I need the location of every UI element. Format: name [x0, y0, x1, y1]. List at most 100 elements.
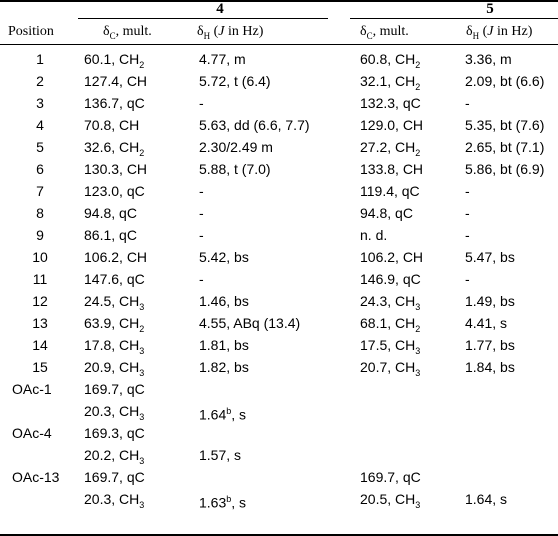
compound-5-proton-cell: 1.64, s [465, 491, 508, 507]
position-cell: 9 [36, 227, 44, 243]
table-row: 2 127.4, CH 5.72, t (6.4) 32.1, CH2 2.09, bt… [0, 70, 558, 92]
compound-5-carbon-cell: 24.3, CH3 [360, 293, 421, 312]
compound-5-proton-cell: 3.36, m [465, 51, 512, 67]
table-row: 13 63.9, CH2 4.55, ABq (13.4) 68.1, CH2 4.41… [0, 312, 558, 334]
compound-5-proton-cell: 2.09, bt (6.6) [465, 73, 545, 89]
compound-4-heading: 4 [216, 1, 224, 17]
compound-5-carbon-cell: 133.8, CH [360, 161, 424, 177]
compound-4-carbon-cell: 20.3, CH3 [84, 491, 145, 510]
compound-4-rule [78, 18, 328, 19]
table-row: OAc-1 169.7, qC [0, 378, 558, 400]
header-4-proton: δH (J in Hz) [197, 24, 264, 41]
compound-4-carbon-cell: 169.3, qC [84, 425, 145, 441]
table-row: 20.3, CH3 1.63b, s 20.5, CH3 1.64, s [0, 488, 558, 511]
compound-5-proton-cell: - [465, 95, 470, 111]
compound-5-carbon-cell: 94.8, qC [360, 205, 413, 221]
compound-4-proton-cell: 1.46, bs [199, 293, 249, 309]
position-cell: OAc-13 [12, 469, 60, 485]
bottom-rule [0, 534, 558, 536]
position-cell: OAc-4 [12, 425, 52, 441]
compound-5-proton-cell: 1.77, bs [465, 337, 515, 353]
compound-4-proton-cell: 5.63, dd (6.6, 7.7) [199, 117, 310, 133]
compound-5-carbon-cell: 68.1, CH2 [360, 315, 421, 334]
position-cell: 15 [32, 359, 48, 375]
compound-4-carbon-cell: 86.1, qC [84, 227, 137, 243]
table-row: 9 86.1, qC - n. d. - [0, 224, 558, 246]
table-row: 6 130.3, CH 5.88, t (7.0) 133.8, CH 5.86, bt… [0, 158, 558, 180]
position-cell: 8 [36, 205, 44, 221]
table-row: 20.3, CH3 1.64b, s [0, 400, 558, 423]
compound-4-carbon-cell: 32.6, CH2 [84, 139, 145, 158]
header-4-carbon: δC, mult. [103, 24, 152, 41]
table-row: 11 147.6, qC - 146.9, qC - [0, 268, 558, 290]
compound-5-carbon-cell: 129.0, CH [360, 117, 424, 133]
compound-4-carbon-cell: 20.2, CH3 [84, 447, 145, 466]
compound-4-carbon-cell: 106.2, CH [84, 249, 148, 265]
compound-5-carbon-cell: 20.5, CH3 [360, 491, 421, 510]
compound-5-proton-cell: - [465, 271, 470, 287]
position-cell: 13 [32, 315, 48, 331]
compound-4-carbon-cell: 70.8, CH [84, 117, 140, 133]
position-cell: OAc-1 [12, 381, 52, 397]
compound-4-carbon-cell: 94.8, qC [84, 205, 137, 221]
position-cell: 3 [36, 95, 44, 111]
compound-5-proton-cell: 4.41, s [465, 315, 508, 331]
header-position: Position [8, 24, 54, 39]
compound-4-carbon-cell: 147.6, qC [84, 271, 145, 287]
compound-4-carbon-cell: 123.0, qC [84, 183, 145, 199]
compound-5-carbon-cell: n. d. [360, 227, 388, 243]
compound-4-proton-cell: 1.64b, s [199, 406, 247, 423]
compound-4-carbon-cell: 136.7, qC [84, 95, 145, 111]
compound-4-carbon-cell: 127.4, CH [84, 73, 148, 89]
table-row: 8 94.8, qC - 94.8, qC - [0, 202, 558, 224]
compound-4-proton-cell: 1.57, s [199, 447, 242, 463]
compound-5-carbon-cell: 60.8, CH2 [360, 51, 421, 70]
compound-5-carbon-cell: 20.7, CH3 [360, 359, 421, 378]
compound-5-proton-cell: 1.84, bs [465, 359, 515, 375]
compound-4-proton-cell: 5.72, t (6.4) [199, 73, 271, 89]
compound-4-proton-cell: 1.63b, s [199, 494, 247, 511]
compound-5-proton-cell: 1.49, bs [465, 293, 515, 309]
table-row: OAc-13 169.7, qC 169.7, qC [0, 466, 558, 488]
table-row: 20.2, CH3 1.57, s [0, 444, 558, 466]
table-row: 1 60.1, CH2 4.77, m 60.8, CH2 3.36, m [0, 48, 558, 70]
compound-5-carbon-cell: 146.9, qC [360, 271, 421, 287]
position-cell: 7 [36, 183, 44, 199]
compound-5-proton-cell: - [465, 205, 470, 221]
compound-5-proton-cell: 5.35, bt (7.6) [465, 117, 545, 133]
position-cell: 6 [36, 161, 44, 177]
compound-4-proton-cell: - [199, 227, 204, 243]
position-cell: 4 [36, 117, 44, 133]
compound-5-proton-cell: 5.47, bs [465, 249, 515, 265]
compound-4-carbon-cell: 20.9, CH3 [84, 359, 145, 378]
table-row: 14 17.8, CH3 1.81, bs 17.5, CH3 1.77, bs [0, 334, 558, 356]
compound-5-rule [350, 18, 558, 19]
position-cell: 14 [32, 337, 48, 353]
table-body: 1 60.1, CH2 4.77, m 60.8, CH2 3.36, m 2 127.4,… [0, 48, 558, 511]
compound-4-carbon-cell: 130.3, CH [84, 161, 148, 177]
compound-5-carbon-cell: 169.7, qC [360, 469, 421, 485]
table-row: 3 136.7, qC - 132.3, qC - [0, 92, 558, 114]
table-row: 12 24.5, CH3 1.46, bs 24.3, CH3 1.49, bs [0, 290, 558, 312]
compound-4-proton-cell: 4.77, m [199, 51, 246, 67]
position-cell: 5 [36, 139, 44, 155]
compound-5-proton-cell: - [465, 183, 470, 199]
position-cell: 2 [36, 73, 44, 89]
header-rule [0, 44, 558, 45]
compound-4-proton-cell: - [199, 205, 204, 221]
table-row: 10 106.2, CH 5.42, bs 106.2, CH 5.47, bs [0, 246, 558, 268]
position-cell: 10 [32, 249, 48, 265]
compound-4-carbon-cell: 169.7, qC [84, 381, 145, 397]
table-row: 7 123.0, qC - 119.4, qC - [0, 180, 558, 202]
position-cell: 12 [32, 293, 48, 309]
compound-5-carbon-cell: 132.3, qC [360, 95, 421, 111]
compound-5-heading: 5 [486, 1, 494, 17]
compound-4-proton-cell: - [199, 183, 204, 199]
compound-4-carbon-cell: 17.8, CH3 [84, 337, 145, 356]
compound-5-carbon-cell: 27.2, CH2 [360, 139, 421, 158]
compound-4-proton-cell: 5.42, bs [199, 249, 249, 265]
compound-5-proton-cell: 5.86, bt (6.9) [465, 161, 545, 177]
compound-4-carbon-cell: 63.9, CH2 [84, 315, 145, 334]
compound-5-carbon-cell: 106.2, CH [360, 249, 424, 265]
